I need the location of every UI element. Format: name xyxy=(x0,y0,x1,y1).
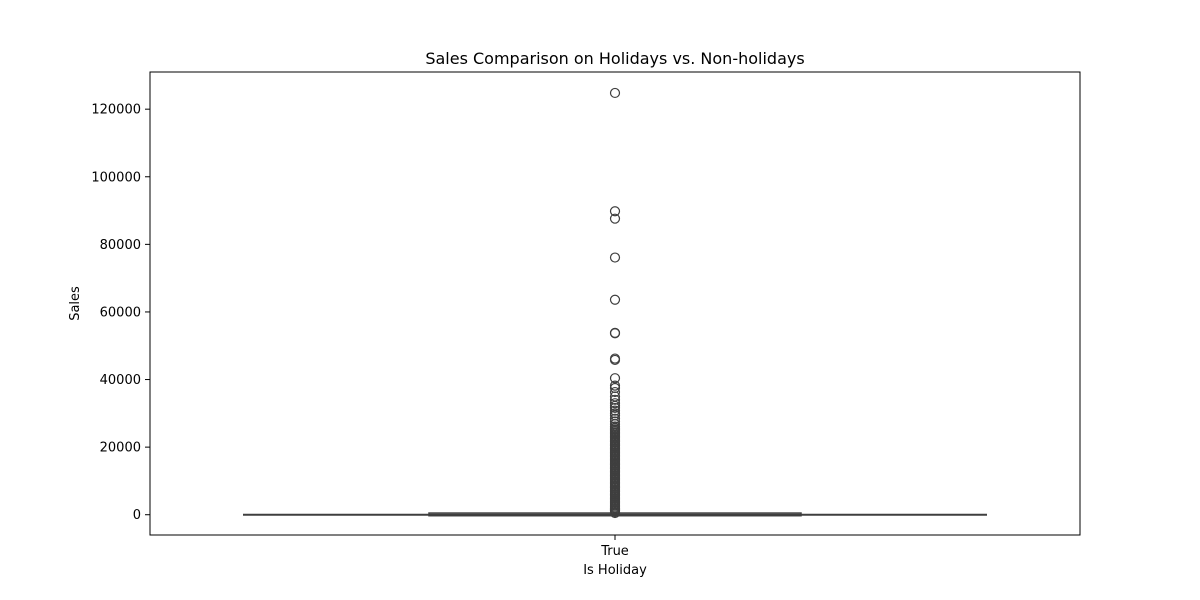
outlier-point xyxy=(609,373,621,384)
outlier-point xyxy=(609,398,621,409)
y-tick-label: 60000 xyxy=(100,305,141,320)
x-axis-label: Is Holiday xyxy=(583,563,647,578)
chart-title: Sales Comparison on Holidays vs. Non-hol… xyxy=(425,49,804,68)
y-tick-label: 100000 xyxy=(91,170,141,185)
x-tick-label: True xyxy=(600,544,629,559)
y-tick-label: 20000 xyxy=(100,441,141,456)
y-tick-label: 80000 xyxy=(100,238,141,253)
y-tick-label: 40000 xyxy=(100,373,141,388)
outlier-point xyxy=(609,206,621,217)
outlier-point xyxy=(609,394,621,405)
outlier-point xyxy=(609,294,621,305)
y-tick-label: 120000 xyxy=(91,103,141,118)
y-axis-label: Sales xyxy=(68,286,83,321)
outlier-point xyxy=(609,354,621,366)
outlier-point xyxy=(609,252,621,263)
outlier-point xyxy=(609,402,621,414)
outlier-point xyxy=(609,328,621,339)
outlier-point xyxy=(609,507,621,519)
y-tick-label: 0 xyxy=(133,508,141,523)
outlier-point xyxy=(609,213,621,224)
outlier-point xyxy=(609,87,621,99)
outlier-point xyxy=(609,386,621,398)
outlier-point xyxy=(609,405,621,416)
